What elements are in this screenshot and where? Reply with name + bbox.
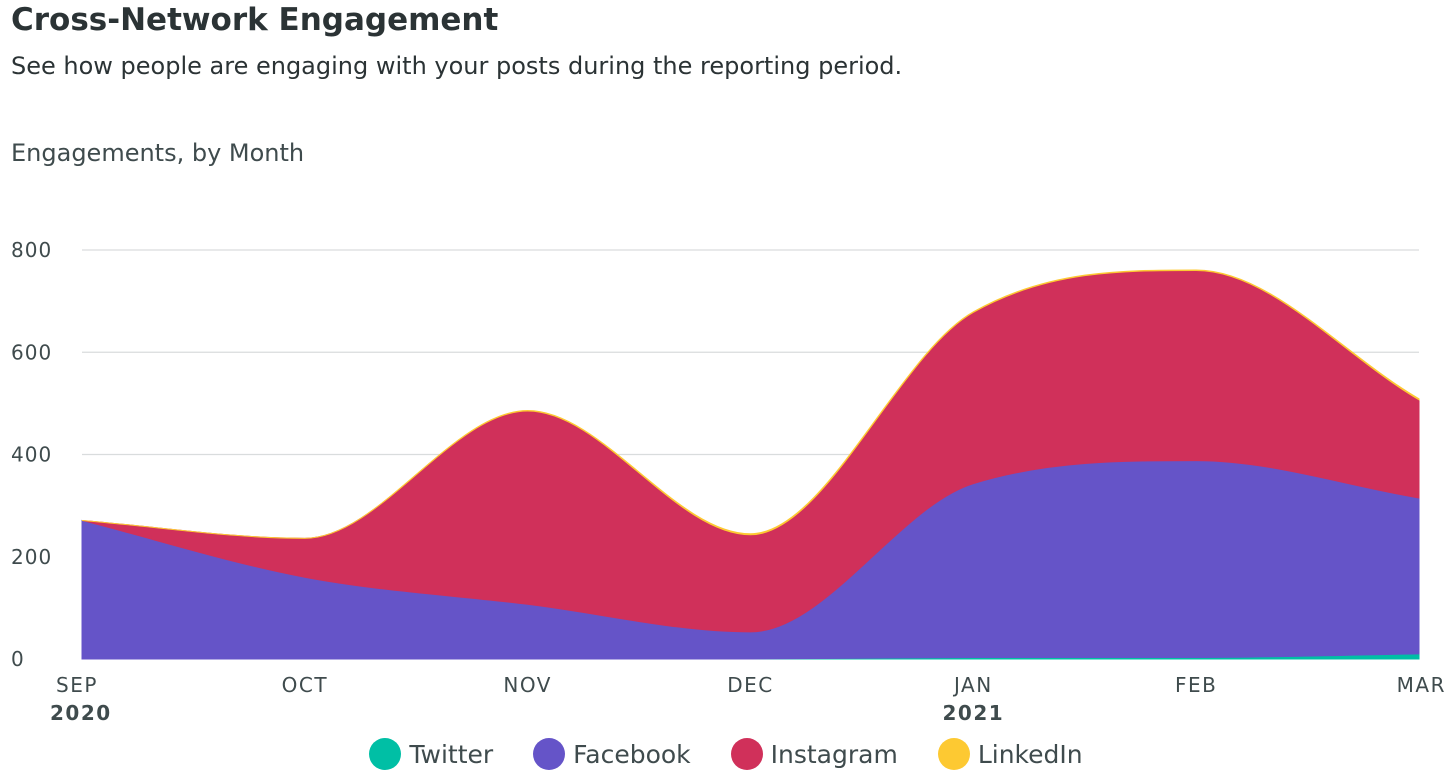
page-title: Cross-Network Engagement bbox=[11, 2, 499, 38]
x-tick-label: SEP bbox=[56, 673, 98, 697]
legend-label: Facebook bbox=[573, 739, 691, 769]
y-tick-label: 0 bbox=[11, 647, 25, 671]
x-tick-label: JAN bbox=[952, 673, 993, 697]
legend-label: LinkedIn bbox=[977, 739, 1083, 769]
x-year-label: 2020 bbox=[50, 701, 112, 725]
x-tick-label: OCT bbox=[282, 673, 328, 697]
engagement-area-chart: 0 200 400 600 800 SEP 2020 OCT NOV DEC JAN 2021 FEB… bbox=[11, 238, 1446, 725]
x-axis-ticks: SEP 2020 OCT NOV DEC JAN 2021 FEB MAR bbox=[50, 673, 1446, 725]
chart-heading: Engagements, by Month bbox=[11, 139, 305, 167]
legend-swatch bbox=[369, 738, 402, 770]
area-layers bbox=[81, 269, 1420, 660]
x-tick-label: DEC bbox=[727, 673, 774, 697]
x-tick-label: FEB bbox=[1175, 673, 1217, 697]
legend-item-twitter[interactable]: Twitter bbox=[369, 738, 493, 770]
chart-legend: Twitter Facebook Instagram LinkedIn bbox=[0, 734, 1452, 774]
x-tick-label: MAR bbox=[1397, 673, 1446, 697]
legend-swatch bbox=[533, 738, 566, 770]
legend-item-facebook[interactable]: Facebook bbox=[533, 738, 691, 770]
legend-swatch bbox=[937, 738, 970, 770]
y-tick-label: 800 bbox=[11, 238, 52, 262]
x-tick-label: NOV bbox=[503, 673, 552, 697]
legend-item-instagram[interactable]: Instagram bbox=[730, 738, 898, 770]
legend-label: Instagram bbox=[770, 739, 898, 769]
y-tick-label: 600 bbox=[11, 340, 52, 364]
page-subtitle: See how people are engaging with your po… bbox=[11, 52, 903, 80]
y-axis-ticks: 0 200 400 600 800 bbox=[11, 238, 52, 671]
legend-label: Twitter bbox=[409, 739, 494, 769]
y-tick-label: 200 bbox=[11, 545, 52, 569]
legend-item-linkedin[interactable]: LinkedIn bbox=[937, 738, 1083, 770]
area-linkedin bbox=[81, 269, 1420, 539]
x-year-label: 2021 bbox=[942, 701, 1004, 725]
y-tick-label: 400 bbox=[11, 443, 52, 467]
legend-swatch bbox=[730, 738, 763, 770]
